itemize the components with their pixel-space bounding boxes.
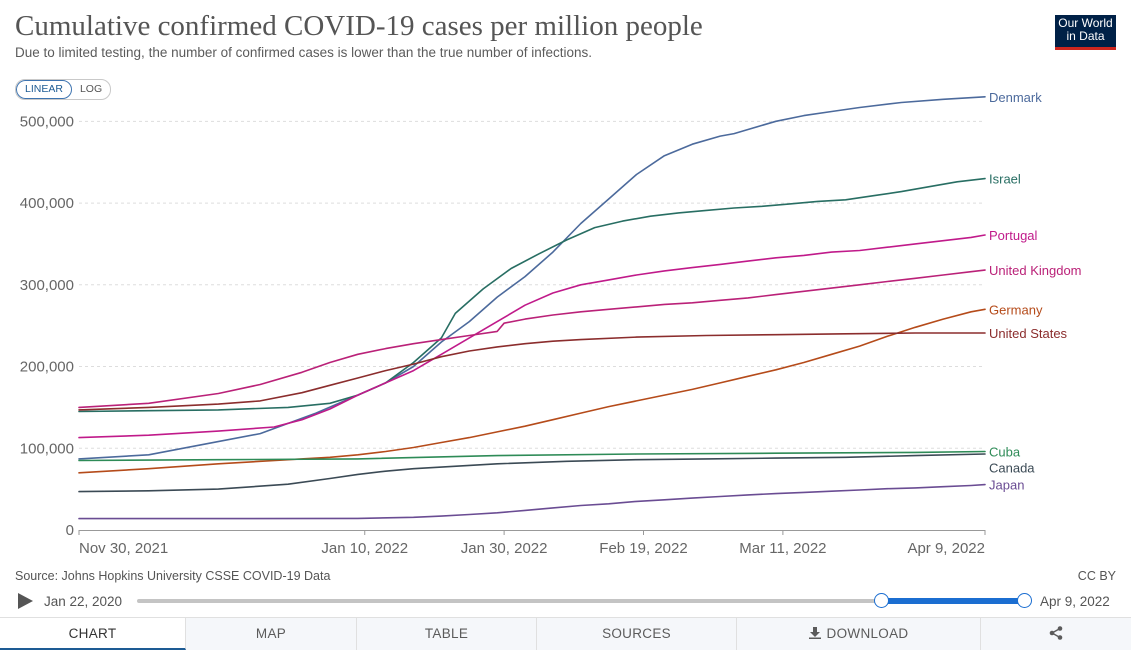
tab-share[interactable] <box>981 618 1131 650</box>
timeline-track[interactable] <box>137 599 1024 603</box>
x-tick-label: Apr 9, 2022 <box>907 540 985 557</box>
series-label-united-states: United States <box>989 326 1068 341</box>
x-tick-label: Feb 19, 2022 <box>599 540 687 557</box>
series-line-israel <box>78 177 986 413</box>
series-line-cuba <box>78 450 986 462</box>
series-label-japan: Japan <box>989 478 1024 493</box>
series-label-united-kingdom: United Kingdom <box>989 263 1082 278</box>
series-label-denmark: Denmark <box>989 90 1042 105</box>
share-icon <box>1049 626 1063 640</box>
tab-sources[interactable]: SOURCES <box>537 618 737 650</box>
chart-title: Cumulative confirmed COVID-19 cases per … <box>15 10 703 42</box>
tab-table[interactable]: TABLE <box>357 618 537 650</box>
series-label-germany: Germany <box>989 302 1043 317</box>
series-label-cuba: Cuba <box>989 445 1021 460</box>
play-icon[interactable] <box>18 593 33 609</box>
y-tick-label: 400,000 <box>20 195 74 212</box>
source-note[interactable]: Source: Johns Hopkins University CSSE CO… <box>15 569 331 583</box>
y-tick-label: 300,000 <box>20 277 74 294</box>
line-chart: 0 100,000 200,000 300,000 400,000 500,000 Nov … <box>20 90 1082 557</box>
series-label-israel: Israel <box>989 172 1021 187</box>
tab-bar: CHART MAP TABLE SOURCES DOWNLOAD <box>0 617 1131 650</box>
download-icon <box>808 627 821 639</box>
x-tick-label: Jan 30, 2022 <box>461 540 548 557</box>
x-tick-label: Mar 11, 2022 <box>739 540 826 557</box>
x-tick-label: Jan 10, 2022 <box>321 540 408 557</box>
logo-line-1: Our World <box>1058 16 1113 30</box>
timeline-selected-range[interactable] <box>881 598 1024 604</box>
owid-logo[interactable]: Our World in Data <box>1055 15 1116 50</box>
log-scale-button[interactable]: LOG <box>79 83 103 95</box>
timeline-start-handle[interactable] <box>874 593 889 608</box>
series-line-denmark <box>78 96 986 460</box>
license-link[interactable]: CC BY <box>1077 569 1116 583</box>
tab-download[interactable]: DOWNLOAD <box>737 618 981 650</box>
series-line-portugal <box>78 234 986 439</box>
tab-chart[interactable]: CHART <box>0 618 186 650</box>
linear-scale-button[interactable]: LINEAR <box>16 80 72 99</box>
timeline-end-handle[interactable] <box>1017 593 1032 608</box>
series-line-germany <box>78 308 986 474</box>
timeline-end-label: Apr 9, 2022 <box>1040 594 1110 609</box>
y-tick-label: 200,000 <box>20 359 74 376</box>
series-label-portugal: Portugal <box>989 228 1038 243</box>
series-label-canada: Canada <box>989 461 1035 476</box>
timeline-start-label: Jan 22, 2020 <box>44 594 123 609</box>
y-tick-label: 0 <box>66 522 74 539</box>
series-line-united-kingdom <box>78 269 986 409</box>
tab-download-label: DOWNLOAD <box>826 626 909 641</box>
series-line-united-states <box>78 332 986 411</box>
series-line-canada <box>78 453 986 493</box>
tab-map[interactable]: MAP <box>186 618 357 650</box>
x-tick-label: Nov 30, 2021 <box>79 540 168 557</box>
chart-subtitle: Due to limited testing, the number of co… <box>15 45 593 60</box>
logo-line-2: in Data <box>1066 29 1105 43</box>
y-tick-label: 500,000 <box>20 113 74 130</box>
scale-toggle: LINEAR LOG <box>15 79 112 100</box>
series-line-japan <box>78 483 986 520</box>
y-tick-label: 100,000 <box>20 440 74 457</box>
